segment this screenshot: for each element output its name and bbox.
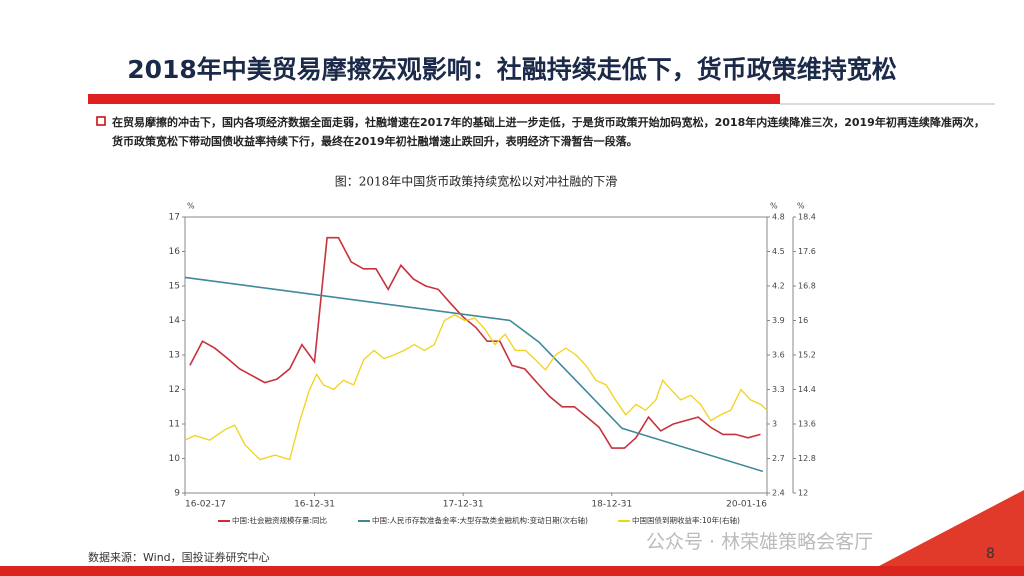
y3-tick-label: 12.8 — [798, 454, 816, 463]
legend-label: 中国:社会融资规模存量:同比 — [232, 515, 328, 525]
page-number: 8 — [986, 546, 995, 562]
y-tick-label: 13 — [169, 351, 180, 361]
y2-tick-label: 3 — [772, 420, 777, 429]
x-tick-label: 20-01-16 — [726, 500, 767, 510]
legend-label: 中国国债到期收益率:10年(右轴) — [632, 515, 740, 525]
corner — [860, 490, 1024, 576]
series-line — [184, 276, 764, 473]
y2-unit: % — [770, 202, 778, 211]
y-tick-label: 9 — [174, 489, 180, 499]
source: 数据来源：Wind，国投证券研究中心 — [88, 551, 270, 564]
title-bar — [88, 94, 780, 104]
series-line — [184, 314, 768, 461]
y2-tick-label: 2.7 — [772, 454, 785, 463]
y-tick-label: 17 — [169, 213, 180, 223]
y3-tick-label: 12 — [798, 489, 808, 498]
y2-tick-label: 3.9 — [772, 316, 785, 325]
chart-title: 图：2018年中国货币政策持续宽松以对冲社融的下滑 — [335, 174, 618, 189]
y-tick-label: 15 — [169, 282, 180, 292]
x-tick-label: 16-12-31 — [294, 500, 335, 510]
y2-tick-label: 3.6 — [772, 351, 785, 360]
y3-tick-label: 18.4 — [798, 213, 816, 222]
y-tick-label: 14 — [169, 316, 181, 326]
x-tick-label: 16-02-17 — [185, 500, 226, 510]
y3-tick-label: 13.6 — [798, 420, 816, 429]
y2-tick-label: 4.2 — [772, 282, 785, 291]
y3-unit: % — [797, 202, 805, 211]
y-tick-label: 16 — [169, 247, 181, 257]
y-tick-label: 10 — [169, 454, 181, 464]
bullet-mark — [96, 116, 106, 126]
x-tick-label: 17-12-31 — [443, 500, 484, 510]
y-tick-label: 12 — [169, 385, 180, 395]
y3-tick-label: 14.4 — [798, 385, 816, 394]
watermark: 公众号 · 林荣雄策略会客厅 — [646, 531, 874, 553]
y3-tick-label: 15.2 — [798, 351, 816, 360]
series-line — [189, 236, 761, 449]
plot-frame — [184, 216, 768, 494]
y3-tick-label: 16 — [798, 316, 808, 325]
legend-label: 中国:人民币存款准备金率:大型存款类金融机构:变动日期(次右轴) — [372, 515, 588, 525]
y2-tick-label: 2.4 — [772, 489, 785, 498]
y3-tick-label: 16.8 — [798, 282, 816, 291]
y2-tick-label: 4.8 — [772, 213, 785, 222]
bottom-band — [0, 566, 1024, 576]
x-tick-label: 18-12-31 — [591, 500, 632, 510]
y3-tick-label: 17.6 — [798, 247, 816, 256]
page-title: 2018年中美贸易摩擦宏观影响：社融持续走低下，货币政策维持宽松 — [127, 55, 897, 84]
y-tick-label: 11 — [169, 420, 180, 430]
y-unit: % — [187, 202, 195, 211]
bullet-text: 在贸易摩擦的冲击下，国内各项经济数据全面走弱，社融增速在2017年的基础上进一步… — [112, 116, 985, 148]
y2-tick-label: 3.3 — [772, 385, 785, 394]
y2-tick-label: 4.5 — [772, 247, 785, 256]
